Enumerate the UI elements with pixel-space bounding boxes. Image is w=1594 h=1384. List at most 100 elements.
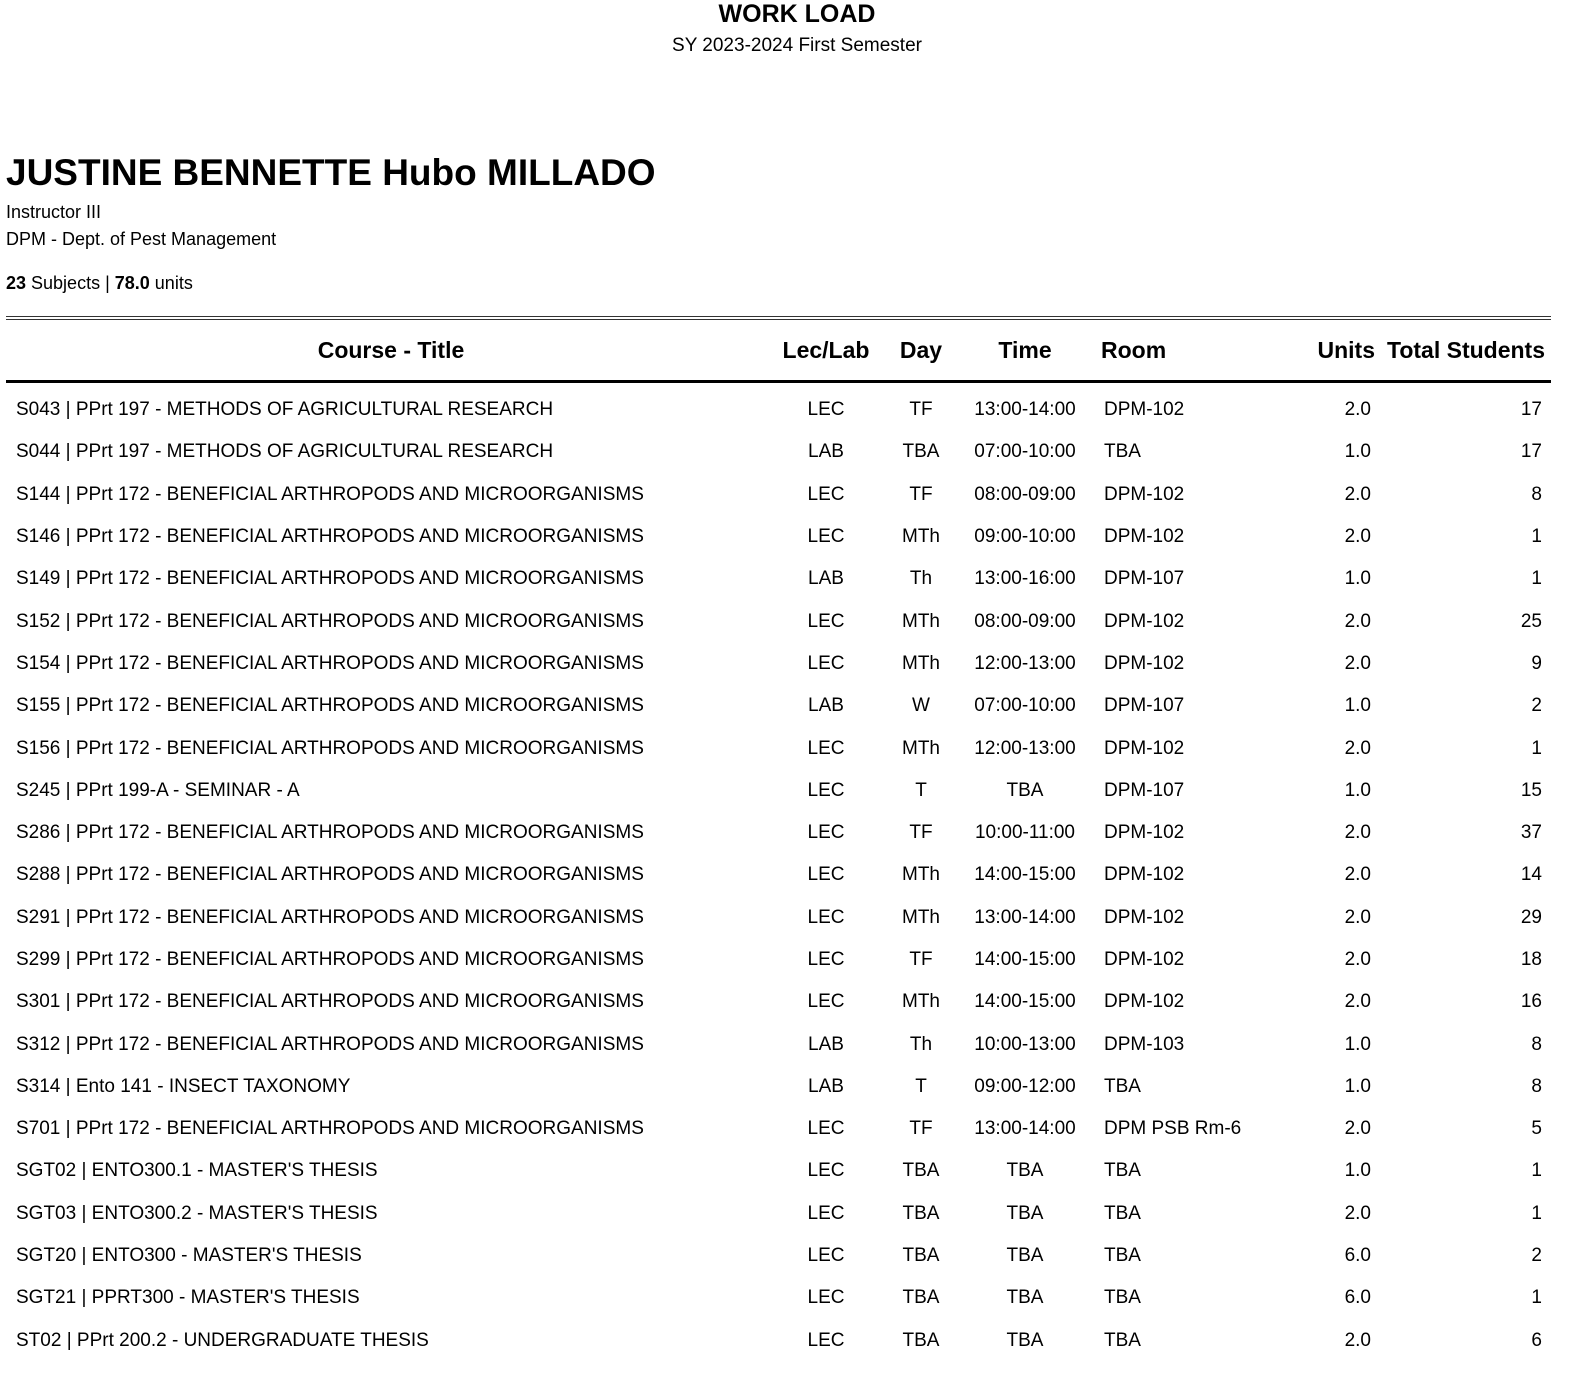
cell-course-title: S155 | PPrt 172 - BENEFICIAL ARTHROPODS … [16,695,644,717]
cell-day: W [912,695,930,717]
cell-room: TBA [1104,1075,1141,1097]
cell-day: TBA [902,441,940,463]
cell-time: 13:00-14:00 [974,1118,1076,1140]
cell-units: 2.0 [1344,610,1371,632]
cell-course-title: S291 | PPrt 172 - BENEFICIAL ARTHROPODS … [16,906,644,928]
cell-units: 6.0 [1344,1287,1371,1309]
cell-units: 2.0 [1344,906,1371,928]
cell-total-students: 17 [1520,441,1542,463]
cell-units: 2.0 [1344,1329,1371,1351]
cell-time: 09:00-10:00 [974,526,1076,548]
cell-time: 14:00-15:00 [974,949,1076,970]
cell-time: 09:00-12:00 [974,1075,1076,1097]
cell-total-students: 29 [1520,906,1542,928]
cell-day: TF [909,822,933,844]
table-row: S301 | PPrt 172 - BENEFICIAL ARTHROPODS … [6,981,1551,1023]
column-header-units: Units [1317,336,1376,363]
column-header-course-title: Course - Title [317,336,465,363]
column-header-time: Time [998,336,1052,363]
cell-room: TBA [1104,1202,1141,1224]
cell-units: 1.0 [1344,441,1371,463]
cell-time: TBA [1006,1287,1044,1309]
cell-course-title: S245 | PPrt 199-A - SEMINAR - A [16,779,300,801]
cell-day: T [915,779,927,801]
column-header-total-students: Total Students [1386,336,1545,363]
cell-course-title: S314 | Ento 141 - INSECT TAXONOMY [16,1075,351,1097]
table-row: SGT02 | ENTO300.1 - MASTER'S THESIS LEC TB… [6,1150,1551,1192]
cell-time: 14:00-15:00 [974,991,1076,1013]
cell-course-title: S043 | PPrt 197 - METHODS OF AGRICULTURA… [16,399,554,421]
units-total: 78.0 [114,273,150,293]
cell-units: 2.0 [1344,399,1371,421]
cell-units: 1.0 [1344,695,1371,717]
table-row: S044 | PPrt 197 - METHODS OF AGRICULTURA… [6,431,1551,473]
cell-day: MTh [902,652,940,674]
cell-total-students: 17 [1520,399,1542,421]
cell-room: DPM-107 [1104,695,1185,717]
cell-units: 1.0 [1344,1033,1371,1055]
cell-lec-lab: LEC [807,610,845,632]
cell-time: 10:00-13:00 [974,1033,1076,1055]
cell-course-title: S312 | PPrt 172 - BENEFICIAL ARTHROPODS … [16,1033,644,1055]
cell-room: DPM-102 [1104,399,1185,421]
cell-time: 13:00-14:00 [974,906,1076,928]
cell-day: Th [909,1033,933,1055]
cell-day: TF [909,399,933,421]
table-row: S312 | PPrt 172 - BENEFICIAL ARTHROPODS … [6,1023,1551,1065]
cell-total-students: 1 [1531,526,1542,548]
cell-total-students: 5 [1531,1118,1542,1140]
cell-room: DPM-102 [1104,652,1185,674]
cell-course-title: S288 | PPrt 172 - BENEFICIAL ARTHROPODS … [16,864,644,886]
cell-time: 10:00-11:00 [974,822,1075,844]
cell-day: T [915,1075,927,1097]
cell-units: 2.0 [1344,864,1371,886]
cell-time: 07:00-10:00 [974,441,1076,463]
cell-course-title: ST02 | PPrt 200.2 - UNDERGRADUATE THESIS [16,1329,429,1351]
table-row: S314 | Ento 141 - INSECT TAXONOMY LAB T 09:… [6,1066,1551,1108]
cell-time: 13:00-14:00 [974,399,1076,421]
cell-units: 1.0 [1344,1160,1371,1182]
table-row: ST02 | PPrt 200.2 - UNDERGRADUATE THESIS… [6,1320,1551,1362]
cell-lec-lab: LEC [807,1202,845,1224]
cell-lec-lab: LEC [807,949,845,970]
cell-units: 1.0 [1344,1075,1371,1097]
cell-room: DPM-107 [1104,568,1185,590]
cell-total-students: 8 [1531,1033,1542,1055]
table-row: S043 | PPrt 197 - METHODS OF AGRICULTURA… [6,382,1551,432]
cell-room: DPM-102 [1104,864,1185,886]
cell-time: 12:00-13:00 [974,737,1076,759]
cell-course-title: S149 | PPrt 172 - BENEFICIAL ARTHROPODS … [16,568,644,590]
cell-day: MTh [902,610,940,632]
cell-day: TF [909,1118,933,1140]
cell-units: 2.0 [1344,949,1371,970]
cell-lec-lab: LEC [807,1329,845,1351]
cell-course-title: SGT03 | ENTO300.2 - MASTER'S THESIS [16,1202,378,1224]
cell-total-students: 25 [1520,610,1542,632]
cell-total-students: 18 [1520,949,1542,970]
table-row: S286 | PPrt 172 - BENEFICIAL ARTHROPODS … [6,812,1551,854]
cell-room: DPM-102 [1104,949,1185,970]
cell-lec-lab: LEC [807,864,845,886]
cell-total-students: 2 [1531,1245,1542,1267]
report-title: WORK LOAD [718,0,876,28]
table-row: S155 | PPrt 172 - BENEFICIAL ARTHROPODS … [6,685,1551,727]
cell-time: 13:00-16:00 [974,568,1076,590]
cell-room: TBA [1104,1329,1141,1351]
table-row: S144 | PPrt 172 - BENEFICIAL ARTHROPODS … [6,474,1551,516]
cell-room: DPM-107 [1104,779,1185,801]
cell-units: 2.0 [1344,1202,1371,1224]
cell-course-title: S144 | PPrt 172 - BENEFICIAL ARTHROPODS … [16,483,644,505]
cell-time: 07:00-10:00 [974,695,1076,717]
cell-lec-lab: LAB [808,1075,844,1097]
cell-room: TBA [1104,1160,1141,1182]
table-row: S154 | PPrt 172 - BENEFICIAL ARTHROPODS … [6,643,1551,685]
cell-time: 14:00-15:00 [974,864,1076,886]
cell-course-title: S301 | PPrt 172 - BENEFICIAL ARTHROPODS … [16,991,644,1013]
cell-lec-lab: LAB [808,441,844,463]
cell-room: TBA [1104,1287,1141,1309]
cell-course-title: S299 | PPrt 172 - BENEFICIAL ARTHROPODS … [16,949,644,970]
column-header-room: Room [1101,336,1167,363]
cell-course-title: SGT02 | ENTO300.1 - MASTER'S THESIS [16,1160,378,1182]
cell-total-students: 1 [1531,1287,1542,1309]
table-row: SGT03 | ENTO300.2 - MASTER'S THESIS LEC TB… [6,1193,1551,1235]
